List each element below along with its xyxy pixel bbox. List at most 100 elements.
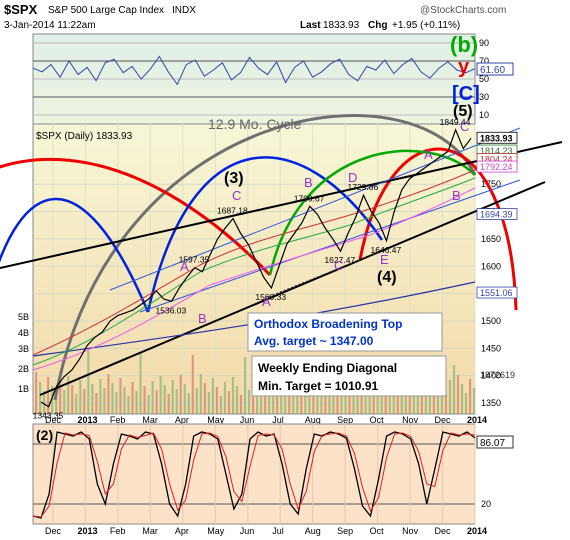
oscillator-signal [32, 432, 476, 518]
volume-bar [440, 385, 444, 414]
volume-tick-label: 2B [18, 364, 29, 374]
volume-bar [472, 388, 476, 414]
volume-bar [223, 382, 227, 414]
volume-bar [368, 384, 371, 414]
price-x-tick: Jun [240, 415, 255, 425]
volume-bar [43, 391, 46, 414]
price-tick-label: 1350 [481, 398, 501, 408]
cycle-red-arc-left [0, 157, 272, 277]
volume-bar [276, 384, 279, 414]
price-x-tick: Aug [305, 415, 321, 425]
volume-bar [35, 372, 38, 414]
ma-pink [32, 187, 476, 371]
cycle-label: 12.9 Mo. Cycle [208, 116, 302, 132]
volume-bar [103, 388, 106, 414]
volume-bar [468, 379, 472, 414]
volume-bar [155, 390, 158, 414]
price-x-tick: May [207, 415, 225, 425]
osc-tick-label: 20 [481, 499, 491, 509]
blue-channel-lower [139, 179, 521, 313]
osc-value: 86.07 [480, 438, 505, 449]
price-title: $SPX (Daily) 1833.93 [36, 131, 133, 142]
wave-c-top: C [460, 119, 469, 134]
volume-bar [111, 383, 114, 414]
volume-bar [95, 393, 98, 414]
osc-x-tick: Jun [240, 526, 255, 536]
price-annotation: 1560.33 [255, 292, 286, 302]
volume-bar [163, 385, 166, 414]
wave-c-sep: C [334, 258, 343, 273]
volume-bar [147, 395, 150, 414]
rsi-tick-label: 50 [479, 74, 489, 84]
diagonal-line2: Min. Target = 1010.91 [258, 379, 378, 393]
volume-tick-label: 3B [18, 344, 29, 354]
broadening-line1: Orthodox Broadening Top [254, 317, 402, 331]
chg-label: Chg [368, 20, 387, 31]
volume-bar [392, 392, 395, 414]
volume-bar [460, 384, 464, 414]
wave-3: (3) [224, 170, 244, 187]
volume-bar [264, 380, 267, 414]
volume-bar [404, 396, 407, 414]
wave-c-may: C [232, 188, 241, 203]
price-highlight-label: 1551.06 [480, 288, 513, 298]
price-tick-label: 1400 [481, 371, 501, 381]
volume-bar [91, 384, 94, 414]
volume-bar [195, 388, 198, 414]
price-highlight-label: 1804.24 [480, 155, 513, 165]
osc-x-tick: May [207, 526, 225, 536]
volume-bar [131, 382, 134, 414]
broadening-box [247, 312, 443, 352]
volume-bar [428, 381, 431, 414]
wave-5: (5) [453, 103, 473, 120]
chg-value: +1.95 (+0.11%) [392, 20, 460, 31]
volume-bar [47, 377, 50, 414]
volume-bar [211, 378, 214, 414]
volume-bar [167, 394, 170, 414]
volume-bar [464, 393, 468, 414]
volume-bar [51, 386, 54, 414]
price-annotation: 1343.35 [33, 411, 64, 421]
long-ma [32, 281, 476, 357]
volume-bar [143, 386, 146, 414]
osc-x-tick: Feb [110, 526, 126, 536]
volume-bar [424, 395, 427, 414]
dotted-support [264, 251, 381, 299]
price-tick-label: 1750 [481, 179, 501, 189]
price-tick-label: 1600 [481, 261, 501, 271]
volume-bar [247, 390, 251, 414]
price-annotation: 1687.18 [217, 206, 248, 216]
volume-bar [372, 393, 375, 414]
cycle-green-arc [268, 149, 476, 276]
exchange: INDX [172, 5, 196, 16]
last-value: 1833.93 [323, 20, 360, 31]
volume-bar [159, 376, 162, 414]
diagonal-line1: Weekly Ending Diagonal [258, 361, 397, 375]
price-highlight-box [476, 160, 518, 173]
volume-bar [63, 390, 66, 414]
volume-bar [115, 392, 118, 414]
osc-x-tick: Dec [45, 526, 62, 536]
wave-b-dec: B [452, 188, 461, 203]
osc-x-tick: 2014 [467, 526, 487, 536]
price-x-tick: Dec [435, 415, 452, 425]
price-x-tick: 2013 [77, 415, 97, 425]
volume-bar [432, 390, 435, 414]
price-x-tick: Jul [272, 415, 284, 425]
wave-e: E [380, 252, 389, 267]
osc-x-tick: Dec [435, 526, 452, 536]
ma-red [32, 169, 476, 356]
price-annotation: 1597.35 [179, 255, 210, 265]
volume-bar [83, 389, 86, 414]
volume-bar [39, 382, 42, 414]
volume-bar [312, 396, 315, 414]
volume-bar [300, 392, 303, 414]
osc-x-tick: 2013 [77, 526, 97, 536]
price-annotation: 1536.03 [156, 305, 187, 315]
volume-bar [227, 391, 231, 414]
broadening-lower-line [39, 181, 546, 396]
volume-bar [288, 388, 291, 414]
volume-bar [316, 382, 319, 414]
volume-tick-label: 5B [18, 312, 29, 322]
